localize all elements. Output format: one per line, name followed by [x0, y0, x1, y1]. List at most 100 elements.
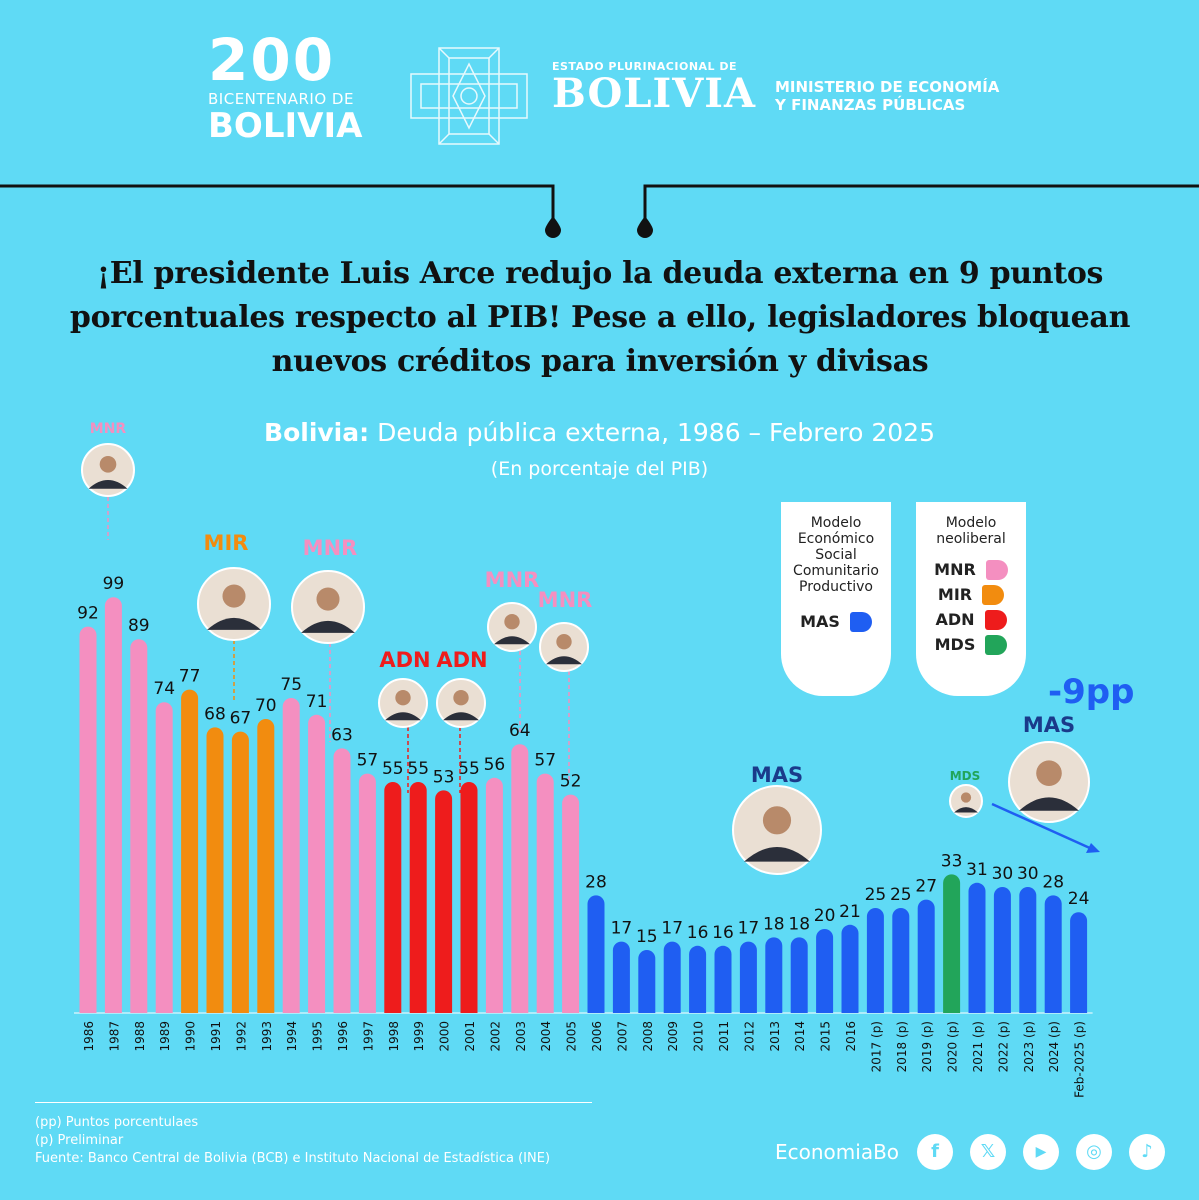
bar-2001: [460, 782, 478, 1013]
instagram-icon[interactable]: ◎: [1076, 1134, 1112, 1170]
party-tag-adn: ADN: [436, 648, 487, 672]
tick-label: 1995: [311, 1021, 325, 1052]
value-label: 53: [433, 767, 455, 787]
bar-1995: [308, 714, 326, 1013]
party-tag-mnr: MNR: [485, 568, 540, 592]
portrait-head-icon: [316, 587, 340, 611]
bar-2019-p-: [917, 899, 935, 1013]
value-label: 18: [763, 914, 785, 934]
tick-label: 2023 (p): [1022, 1021, 1036, 1072]
portrait-body-icon: [385, 712, 421, 721]
legend-box-mas-title: Modelo Económico Social Comunitario Prod…: [793, 515, 879, 595]
estado-line1: ESTADO PLURINACIONAL DE: [552, 60, 738, 73]
bar-1992: [231, 731, 249, 1013]
value-label: 28: [1042, 872, 1064, 892]
portrait-head-icon: [395, 690, 411, 706]
value-label: 27: [915, 877, 937, 897]
bar-1987: [104, 597, 122, 1013]
bar-1993: [257, 719, 275, 1013]
party-tag-mnr: MNR: [303, 536, 358, 560]
chart-subtitle: (En porcentaje del PIB): [490, 458, 709, 480]
value-label: 31: [966, 860, 988, 880]
portrait-head-icon: [556, 634, 572, 650]
legend-box-mas: Modelo Económico Social Comunitario Prod…: [781, 502, 891, 696]
tick-label: 2014: [793, 1021, 807, 1052]
tick-label: 2002: [488, 1021, 502, 1052]
tick-label: 1991: [209, 1021, 223, 1052]
footnote-source: Fuente: Banco Central de Bolivia (BCB) e…: [35, 1151, 551, 1166]
trend-arrow-icon: [991, 802, 1093, 851]
value-label: 28: [585, 872, 607, 892]
legend-box-neoliberal-title: Modelo neoliberal: [936, 515, 1006, 547]
headline: ¡El presidente Luis Arce redujo la deuda…: [69, 256, 1131, 379]
tick-label: 1996: [336, 1021, 350, 1052]
portrait-head-icon: [222, 584, 246, 608]
tick-label: 2000: [438, 1021, 452, 1052]
portrait-head-icon: [1036, 760, 1062, 786]
value-label: 92: [77, 604, 99, 624]
legend-box-neoliberal: Modelo neoliberal MNR MIR ADN MDS: [916, 502, 1026, 696]
portrait-head-icon: [762, 806, 792, 835]
party-tag-mas: MAS: [751, 763, 803, 787]
party-tag-mas: MAS: [1023, 713, 1075, 737]
facebook-icon[interactable]: f: [917, 1134, 953, 1170]
x-icon[interactable]: 𝕏: [970, 1134, 1006, 1170]
value-label: 25: [865, 885, 887, 905]
portrait-body-icon: [1019, 797, 1079, 811]
tick-label: 1992: [234, 1021, 248, 1052]
legend-swatch-mir: [982, 584, 1005, 605]
tick-label: 1987: [107, 1021, 121, 1052]
value-label: 16: [712, 923, 734, 943]
bar-2015: [816, 929, 834, 1013]
legend-item-mir: MIR: [916, 582, 1026, 607]
value-label: 17: [611, 919, 633, 939]
header-divider: [0, 184, 1199, 238]
party-tag-mnr: MNR: [90, 421, 127, 437]
tick-label: Feb-2025 (p): [1073, 1021, 1087, 1098]
legend-swatch-mnr: [985, 559, 1008, 580]
value-label: 63: [331, 725, 353, 745]
trend-arrowhead-icon: [1086, 843, 1100, 853]
tick-label: 2018 (p): [895, 1021, 909, 1072]
bar-2005: [562, 794, 580, 1013]
tick-label: 1998: [387, 1021, 401, 1052]
footnote-divider: [35, 1102, 592, 1103]
party-tag-adn: ADN: [379, 648, 430, 672]
footnotes: (pp) Puntos porcentulaes (p) Preliminar …: [35, 1114, 550, 1168]
bar-2024-p-: [1044, 895, 1062, 1013]
tick-label: 2011: [717, 1021, 731, 1052]
tick-label: 1994: [285, 1021, 299, 1052]
tick-label: 1993: [260, 1021, 274, 1052]
legend-item-mas-label: MAS: [800, 612, 840, 631]
bar-2012: [739, 941, 757, 1013]
legend-item-mds-label: MDS: [934, 635, 976, 654]
portrait-head-icon: [504, 614, 520, 630]
value-label: 25: [890, 885, 912, 905]
value-label: 77: [179, 667, 201, 687]
bar-1991: [206, 727, 224, 1013]
tick-label: 2020 (p): [946, 1021, 960, 1072]
bar-2007: [612, 941, 630, 1013]
tick-label: 2007: [615, 1021, 629, 1052]
legend-swatch-adn: [984, 609, 1007, 630]
youtube-icon[interactable]: ▶: [1023, 1134, 1059, 1170]
bar-1998: [384, 782, 402, 1013]
value-label: 70: [255, 696, 277, 716]
tick-label: 2012: [742, 1021, 756, 1052]
estado-plurinacional-logo: ESTADO PLURINACIONAL DE BOLIVIA: [552, 60, 756, 115]
value-label: 16: [687, 923, 709, 943]
tiktok-icon[interactable]: ♪: [1129, 1134, 1165, 1170]
value-label: 74: [153, 679, 175, 699]
bar-1990: [181, 689, 199, 1013]
party-tag-mds: MDS: [950, 769, 981, 783]
tick-label: 2004: [539, 1021, 553, 1052]
bar-2002: [485, 777, 503, 1013]
tick-label: 2017 (p): [869, 1021, 883, 1072]
bar-2021-p-: [968, 882, 986, 1013]
bar-2017-p-: [866, 908, 884, 1013]
value-label: 55: [458, 759, 480, 779]
tick-label: 1990: [184, 1021, 198, 1052]
bicentenario-number: 200: [208, 26, 336, 94]
reduction-label: -9pp: [1048, 672, 1135, 712]
bar-1997: [358, 773, 376, 1013]
